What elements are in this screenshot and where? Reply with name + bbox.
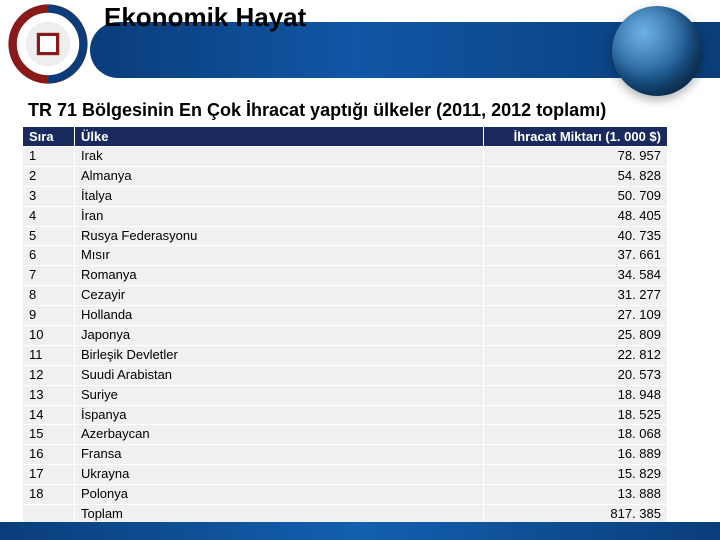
cell-ulke: Rusya Federasyonu xyxy=(74,226,483,246)
cell-sira: 4 xyxy=(23,206,75,226)
table-row: 13Suriye18. 948 xyxy=(23,385,668,405)
col-header-miktar: İhracat Miktarı (1. 000 $) xyxy=(484,127,668,147)
cell-miktar: 18. 525 xyxy=(484,405,668,425)
cell-sira: 3 xyxy=(23,186,75,206)
cell-miktar: 48. 405 xyxy=(484,206,668,226)
cell-miktar: 27. 109 xyxy=(484,306,668,326)
cell-sira: 16 xyxy=(23,445,75,465)
page-title: Ekonomik Hayat xyxy=(104,2,306,33)
cell-ulke: Suriye xyxy=(74,385,483,405)
cell-ulke: Mısır xyxy=(74,246,483,266)
cell-ulke: Cezayir xyxy=(74,286,483,306)
chamber-logo xyxy=(8,4,88,84)
cell-ulke: Fransa xyxy=(74,445,483,465)
table-row: 16Fransa16. 889 xyxy=(23,445,668,465)
cell-ulke: Ukrayna xyxy=(74,465,483,485)
export-table: Sıra Ülke İhracat Miktarı (1. 000 $) 1Ir… xyxy=(22,126,668,525)
cell-sira: 12 xyxy=(23,365,75,385)
table-row: 18Polonya13. 888 xyxy=(23,485,668,505)
cell-ulke: İran xyxy=(74,206,483,226)
footer-stripe xyxy=(0,522,720,540)
cell-miktar: 20. 573 xyxy=(484,365,668,385)
globe-icon xyxy=(612,6,702,96)
table-row: 3İtalya50. 709 xyxy=(23,186,668,206)
table-row: 10Japonya25. 809 xyxy=(23,326,668,346)
cell-sira: 15 xyxy=(23,425,75,445)
cell-miktar: 16. 889 xyxy=(484,445,668,465)
cell-miktar: 54. 828 xyxy=(484,166,668,186)
cell-miktar: 15. 829 xyxy=(484,465,668,485)
slide-header: Ekonomik Hayat xyxy=(0,0,720,88)
cell-miktar: 18. 068 xyxy=(484,425,668,445)
cell-miktar: 50. 709 xyxy=(484,186,668,206)
table-row: 8Cezayir31. 277 xyxy=(23,286,668,306)
table-row: 1Irak78. 957 xyxy=(23,147,668,167)
cell-miktar: 40. 735 xyxy=(484,226,668,246)
table-row: 9Hollanda27. 109 xyxy=(23,306,668,326)
table-header-row: Sıra Ülke İhracat Miktarı (1. 000 $) xyxy=(23,127,668,147)
cell-miktar: 22. 812 xyxy=(484,345,668,365)
cell-ulke: Azerbaycan xyxy=(74,425,483,445)
cell-sira: 7 xyxy=(23,266,75,286)
table-row: 7Romanya34. 584 xyxy=(23,266,668,286)
cell-sira: 6 xyxy=(23,246,75,266)
table-row: 2Almanya54. 828 xyxy=(23,166,668,186)
cell-sira: 1 xyxy=(23,147,75,167)
cell-miktar: 31. 277 xyxy=(484,286,668,306)
table-row: 4İran48. 405 xyxy=(23,206,668,226)
table-row: 5Rusya Federasyonu40. 735 xyxy=(23,226,668,246)
cell-ulke: Romanya xyxy=(74,266,483,286)
cell-sira: 17 xyxy=(23,465,75,485)
col-header-sira: Sıra xyxy=(23,127,75,147)
cell-ulke: Birleşik Devletler xyxy=(74,345,483,365)
cell-ulke: Japonya xyxy=(74,326,483,346)
cell-ulke: Hollanda xyxy=(74,306,483,326)
subtitle: TR 71 Bölgesinin En Çok İhracat yaptığı … xyxy=(28,100,606,121)
cell-sira: 5 xyxy=(23,226,75,246)
col-header-ulke: Ülke xyxy=(74,127,483,147)
table-row: 14İspanya18. 525 xyxy=(23,405,668,425)
cell-ulke: Irak xyxy=(74,147,483,167)
cell-sira: 9 xyxy=(23,306,75,326)
cell-ulke: İtalya xyxy=(74,186,483,206)
cell-sira: 11 xyxy=(23,345,75,365)
cell-ulke: Almanya xyxy=(74,166,483,186)
cell-miktar: 25. 809 xyxy=(484,326,668,346)
cell-sira: 13 xyxy=(23,385,75,405)
table-row: 17Ukrayna15. 829 xyxy=(23,465,668,485)
cell-miktar: 37. 661 xyxy=(484,246,668,266)
cell-sira: 2 xyxy=(23,166,75,186)
cell-sira: 14 xyxy=(23,405,75,425)
table-row: 6Mısır37. 661 xyxy=(23,246,668,266)
cell-sira: 18 xyxy=(23,485,75,505)
table-row: 12Suudi Arabistan20. 573 xyxy=(23,365,668,385)
cell-miktar: 18. 948 xyxy=(484,385,668,405)
cell-ulke: Suudi Arabistan xyxy=(74,365,483,385)
cell-miktar: 34. 584 xyxy=(484,266,668,286)
table-row: 11Birleşik Devletler22. 812 xyxy=(23,345,668,365)
cell-ulke: İspanya xyxy=(74,405,483,425)
cell-miktar: 78. 957 xyxy=(484,147,668,167)
cell-miktar: 13. 888 xyxy=(484,485,668,505)
table-row: 15Azerbaycan18. 068 xyxy=(23,425,668,445)
cell-sira: 8 xyxy=(23,286,75,306)
cell-sira: 10 xyxy=(23,326,75,346)
cell-ulke: Polonya xyxy=(74,485,483,505)
